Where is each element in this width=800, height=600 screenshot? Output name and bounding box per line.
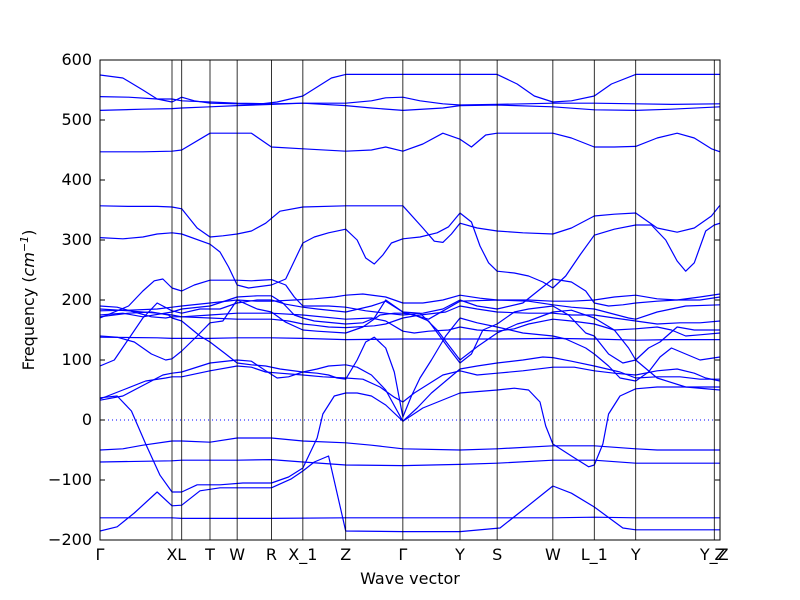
phonon-band-14 bbox=[100, 305, 720, 329]
y-tick-label: 400 bbox=[61, 170, 92, 189]
x-tick-label: S bbox=[492, 545, 502, 564]
x-axis-title: Wave vector bbox=[360, 569, 460, 588]
x-tick-label: Y bbox=[630, 545, 641, 564]
x-tick-label: Y_Z bbox=[699, 545, 729, 565]
x-tick-label: T bbox=[204, 545, 215, 564]
y-tick-label: 500 bbox=[61, 110, 92, 129]
x-tick-label: X bbox=[167, 545, 178, 564]
y-tick-label: 200 bbox=[61, 290, 92, 309]
y-tick-label: −100 bbox=[48, 470, 92, 489]
x-tick-label: W bbox=[229, 545, 245, 564]
y-tick-label: 600 bbox=[61, 50, 92, 69]
x-tick-label: R bbox=[266, 545, 277, 564]
phonon-band-8 bbox=[100, 299, 720, 364]
y-tick-label: 100 bbox=[61, 350, 92, 369]
phonon-band-5 bbox=[100, 459, 720, 467]
x-tick-label: Γ bbox=[96, 545, 105, 564]
x-tick-label: L bbox=[177, 545, 186, 564]
phonon-band-18 bbox=[100, 204, 720, 243]
phonon-band-19 bbox=[100, 132, 720, 153]
y-axis-title: Frequency (cm−1) bbox=[18, 230, 38, 371]
y-tick-label: −200 bbox=[48, 530, 92, 549]
phonon-band-1 bbox=[100, 455, 720, 533]
y-tick-label: 300 bbox=[61, 230, 92, 249]
series-layer bbox=[100, 73, 720, 533]
y-tick-layer: −200 −100 0 100 200 300 400 500 600 bbox=[48, 50, 720, 549]
y-tick-label: 0 bbox=[82, 410, 92, 429]
x-tick-label: Y bbox=[454, 545, 465, 564]
x-tick-label: W bbox=[545, 545, 561, 564]
x-tick-label: L_1 bbox=[581, 545, 608, 565]
x-tick-label: Γ bbox=[398, 545, 407, 564]
x-tick-label: X_1 bbox=[288, 545, 317, 565]
phonon-band-22 bbox=[100, 73, 720, 105]
phonon-band-11 bbox=[100, 311, 720, 418]
x-tick-layer: Γ X L T W R X_1 Z Γ Y S W L_1 Y Y_ZZ bbox=[96, 545, 729, 565]
x-tick-label: Z bbox=[340, 545, 351, 564]
phonon-band-15 bbox=[100, 293, 720, 312]
x-tick-label: Z bbox=[715, 545, 726, 564]
phonon-band-16 bbox=[100, 278, 720, 319]
phonon-band-3 bbox=[100, 386, 720, 493]
